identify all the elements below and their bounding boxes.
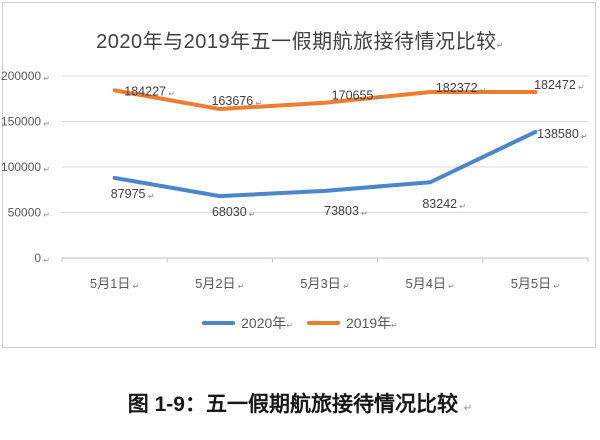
legend-item-2020: 2020年↵ bbox=[202, 313, 293, 333]
data-label: 68030 ↵ bbox=[212, 205, 256, 219]
series-line-2019年 bbox=[112, 88, 538, 112]
data-label: 182372 ↵ bbox=[436, 81, 487, 95]
y-axis-tick-label: 50000 ↵ bbox=[8, 206, 50, 220]
return-mark: ↵ bbox=[286, 321, 293, 330]
data-label: 163676 ↵ bbox=[211, 94, 262, 108]
chart-legend: 2020年↵ 2019年↵ bbox=[0, 313, 600, 333]
data-label: 87975 ↵ bbox=[111, 187, 155, 201]
y-axis-tick-label: 100000 ↵ bbox=[1, 160, 50, 174]
chart-frame bbox=[2, 2, 596, 348]
series-line-2020年 bbox=[112, 129, 538, 199]
x-axis-tick-label: 5月5日 ↵ bbox=[511, 276, 560, 291]
y-axis-tick-label: 0 ↵ bbox=[34, 251, 50, 265]
data-label: 170655 ↵ bbox=[332, 89, 383, 103]
legend-2020-line-swatch bbox=[202, 321, 236, 325]
x-axis-tick-label: 5月2日 ↵ bbox=[195, 276, 244, 291]
return-mark: ↵ bbox=[496, 41, 504, 50]
return-mark: ↵ bbox=[463, 403, 473, 414]
data-label: 182472 ↵ bbox=[534, 78, 585, 92]
legend-item-2019: 2019年↵ bbox=[307, 313, 398, 333]
data-label: 138580 ↵ bbox=[537, 127, 588, 141]
y-axis-tick-label: 150000 ↵ bbox=[1, 115, 50, 129]
line-chart: 0 ↵ 50000 ↵ 100000 ↵ 150000 ↵ 200000 ↵ 5月1日 ↵… bbox=[1, 69, 589, 291]
figure-caption: 图 1-9：五一假期航旅接待情况比较 ↵ bbox=[0, 388, 600, 418]
legend-2019-label: 2019年↵ bbox=[346, 315, 398, 331]
data-label: 73803 ↵ bbox=[324, 204, 368, 218]
legend-2019-line-swatch bbox=[307, 321, 340, 325]
data-label: 184227 ↵ bbox=[124, 84, 175, 98]
data-label: 83242 ↵ bbox=[422, 197, 466, 211]
x-axis-tick-label: 5月3日 ↵ bbox=[300, 276, 349, 291]
y-axis-tick-label: 200000 ↵ bbox=[1, 69, 50, 83]
x-axis-tick-label: 5月1日 ↵ bbox=[90, 276, 139, 291]
return-mark: ↵ bbox=[391, 321, 398, 330]
chart-title-text: 2020年与2019年五一假期航旅接待情况比较 bbox=[96, 31, 497, 53]
figure-caption-text: 图 1-9：五一假期航旅接待情况比较 bbox=[127, 393, 458, 416]
legend-2020-label: 2020年↵ bbox=[241, 315, 293, 331]
chart-title: 2020年与2019年五一假期航旅接待情况比较↵ bbox=[0, 25, 600, 54]
x-axis-tick-label: 5月4日 ↵ bbox=[405, 276, 454, 291]
